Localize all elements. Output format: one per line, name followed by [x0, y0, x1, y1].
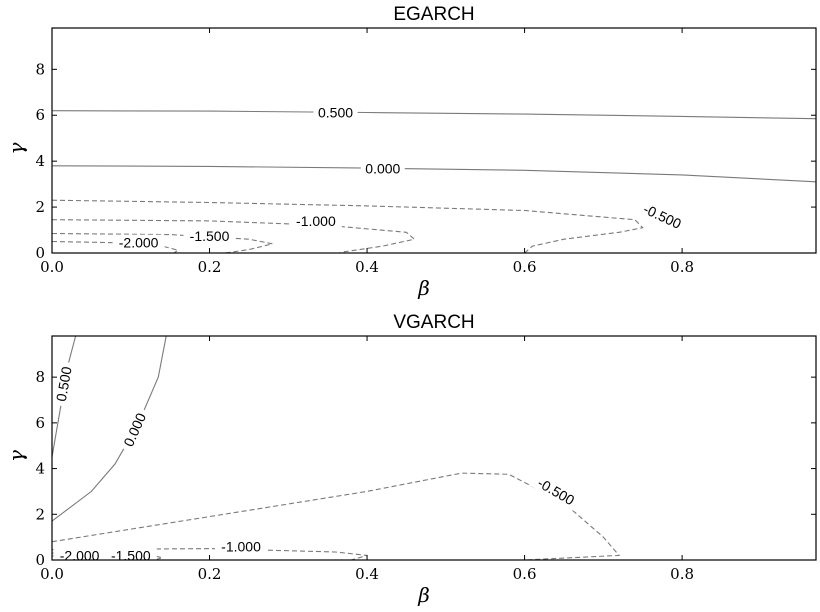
y-tick-label: 2: [35, 505, 45, 523]
y-tick-label: 2: [35, 198, 45, 216]
y-tick-label: 6: [35, 106, 45, 124]
chart-title: EGARCH: [393, 4, 474, 25]
contour-line: [51, 110, 817, 120]
x-tick-label: 0.8: [670, 565, 694, 583]
contour-label-group: -0.500: [635, 198, 690, 235]
contour-line: [51, 472, 621, 561]
chart-panel-egarch: EGARCH 0.500 0.000 -0.500 -1.000 -1.500 -2.000…: [4, 4, 817, 300]
chart-title: VGARCH: [393, 312, 474, 333]
contour-label-group: -1.500: [104, 547, 157, 564]
x-axis-label: β: [417, 276, 430, 300]
contour-line: [51, 199, 644, 254]
x-tick-label: 0.6: [513, 565, 537, 583]
contour-label-group: -2.000: [53, 547, 106, 564]
contour-label-bg: [183, 227, 236, 244]
contour-label-bg: [313, 104, 358, 121]
x-tick-label: 0.4: [355, 258, 379, 276]
y-tick-label: 0: [35, 551, 45, 569]
x-tick-label: 0.0: [40, 565, 64, 583]
contour-label: 0.500: [53, 365, 75, 402]
contour-label-group: -2.000: [112, 234, 165, 251]
y-tick-label: 4: [35, 152, 45, 170]
x-tick-label: 0.8: [670, 258, 694, 276]
contour-label-group: 0.000: [360, 160, 405, 177]
contour-line: [51, 165, 817, 183]
x-tick-label: 0.6: [513, 258, 537, 276]
contour-line: [51, 219, 416, 254]
contour-label-bg: [112, 234, 165, 251]
contour-label-group: 0.500: [52, 360, 76, 408]
contour-label-group: -1.000: [289, 212, 342, 229]
contour-label: -1.000: [221, 539, 261, 555]
x-tick-label: 0.0: [40, 258, 64, 276]
contour-label-bg: [118, 406, 151, 454]
y-axis-label: γ: [4, 450, 28, 462]
x-tick-label: 0.4: [355, 565, 379, 583]
y-tick-label: 8: [35, 60, 45, 78]
contour-label: -1.500: [190, 228, 230, 244]
contour-label: -1.000: [296, 213, 336, 229]
contour-label: -1.500: [111, 547, 151, 563]
y-tick-label: 8: [35, 368, 45, 386]
contour-label-bg: [635, 198, 690, 235]
contour-label: -2.000: [119, 235, 159, 251]
contour-line: [51, 240, 180, 254]
contour-label-bg: [215, 538, 267, 555]
contour-label-bg: [52, 360, 76, 408]
x-axis-label: β: [417, 583, 430, 607]
contour-label-group: -1.500: [183, 227, 236, 244]
contour-label-group: -0.500: [529, 471, 583, 512]
contour-label: 0.500: [318, 104, 353, 120]
contour-label: 0.000: [120, 410, 149, 449]
x-tick-label: 0.2: [198, 258, 222, 276]
contour-line: [51, 552, 163, 561]
contour-label-group: 0.000: [118, 406, 151, 454]
contour-label: -0.500: [535, 475, 578, 509]
contour-label-bg: [360, 160, 405, 177]
contour-label-bg: [529, 471, 583, 512]
contour-label-bg: [289, 212, 342, 229]
contour-label-group: -1.000: [215, 538, 267, 555]
plot-frame: [51, 27, 817, 254]
y-tick-label: 0: [35, 244, 45, 262]
chart-panel-vgarch: VGARCH 0.500 0.000 -0.500 -1.000 -1.500 -2.000…: [4, 312, 817, 607]
y-axis-label: γ: [4, 142, 28, 154]
y-tick-label: 4: [35, 460, 45, 478]
contour-label: 0.000: [365, 161, 400, 177]
x-tick-label: 0.2: [198, 565, 222, 583]
contour-label: -2.000: [60, 547, 100, 563]
contour-line: [51, 232, 273, 254]
y-tick-label: 6: [35, 414, 45, 432]
plot-frame: [51, 335, 817, 561]
contour-label-group: 0.500: [313, 104, 358, 121]
contour-line: [51, 548, 368, 561]
contour-label: -0.500: [641, 201, 684, 232]
